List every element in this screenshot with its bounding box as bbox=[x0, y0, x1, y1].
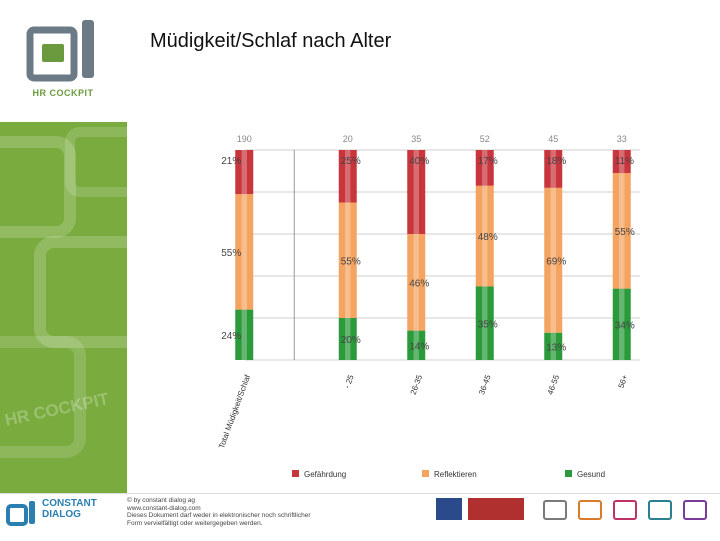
bar-highlight bbox=[619, 173, 625, 289]
category-label: 36-45 bbox=[477, 373, 493, 396]
bar-segment bbox=[407, 330, 426, 360]
decorative-panel bbox=[0, 122, 127, 493]
bar-highlight bbox=[482, 286, 488, 360]
data-label: 25% bbox=[341, 156, 361, 167]
data-label: 13% bbox=[546, 342, 566, 353]
data-label: 69% bbox=[546, 256, 566, 267]
data-label: 17% bbox=[478, 156, 498, 167]
data-label: 55% bbox=[221, 248, 241, 259]
data-label: 48% bbox=[478, 232, 498, 243]
certification-badge bbox=[436, 498, 462, 520]
logo-text: HR COCKPIT bbox=[32, 88, 94, 98]
bar-segment bbox=[544, 332, 563, 360]
bar-segment bbox=[338, 150, 357, 203]
data-label: 34% bbox=[615, 320, 635, 331]
count-label: 190 bbox=[237, 134, 252, 144]
bar-highlight bbox=[619, 150, 625, 174]
data-label: 35% bbox=[478, 319, 498, 330]
product-logo-3-icon bbox=[613, 500, 637, 520]
count-label: 45 bbox=[548, 134, 558, 144]
count-label: 35 bbox=[411, 134, 421, 144]
count-label: 33 bbox=[617, 134, 627, 144]
bar-highlight bbox=[345, 150, 351, 203]
product-logo-5-icon bbox=[683, 500, 707, 520]
data-label: 21% bbox=[221, 156, 241, 167]
category-label: 26-35 bbox=[409, 373, 425, 396]
bar-segment bbox=[338, 202, 357, 318]
category-label: 46-55 bbox=[546, 373, 562, 396]
bar-segment bbox=[235, 194, 254, 310]
legend-label: Gesund bbox=[577, 470, 605, 479]
copyright-text: © by constant dialog ag www.constant-dia… bbox=[127, 497, 311, 527]
bar-highlight bbox=[482, 185, 488, 287]
bar-highlight bbox=[241, 150, 247, 195]
count-label: 20 bbox=[343, 134, 353, 144]
bar-segment bbox=[544, 187, 563, 333]
bar-segment bbox=[612, 173, 631, 289]
bar-segment bbox=[475, 150, 494, 186]
bar-segment bbox=[475, 286, 494, 360]
company-name: CONSTANT DIALOG bbox=[42, 498, 97, 520]
bar-highlight bbox=[550, 332, 556, 360]
bar-segment bbox=[612, 288, 631, 360]
hr-cockpit-logo: HR COCKPIT bbox=[0, 0, 127, 122]
legend-swatch bbox=[565, 470, 572, 477]
bar-segment bbox=[235, 309, 254, 360]
decorative-pattern-icon bbox=[0, 127, 127, 458]
data-label: 20% bbox=[341, 335, 361, 346]
bar-highlight bbox=[413, 150, 419, 234]
hr-cockpit-logo-icon bbox=[26, 20, 94, 82]
bar-highlight bbox=[550, 187, 556, 333]
category-label: Total Müdigkeit/Schlaf bbox=[217, 373, 252, 450]
bar-highlight bbox=[413, 330, 419, 360]
bar-segment bbox=[338, 318, 357, 360]
data-label: 46% bbox=[409, 278, 429, 289]
stacked-bar-chart: 190 24% 55% 21% Total Müdigkeit/Schlaf 20 20% 5… bbox=[217, 134, 640, 479]
swiss-badge bbox=[468, 498, 524, 520]
bar-segment bbox=[235, 150, 254, 195]
bar-highlight bbox=[345, 318, 351, 360]
data-label: 14% bbox=[409, 341, 429, 352]
bar-segment bbox=[544, 150, 563, 188]
data-label: 18% bbox=[546, 156, 566, 167]
bar-highlight bbox=[241, 309, 247, 360]
product-logo-2-icon bbox=[578, 500, 602, 520]
bar-segment bbox=[407, 234, 426, 331]
footer: CONSTANT DIALOG © by constant dialog ag … bbox=[0, 493, 720, 541]
legend-swatch bbox=[422, 470, 429, 477]
bar-highlight bbox=[413, 234, 419, 331]
category-label: 56+ bbox=[617, 373, 630, 389]
bar-highlight bbox=[345, 202, 351, 318]
sidebar: HR COCKPIT HR COCKPIT bbox=[0, 0, 127, 493]
product-logo-1-icon bbox=[543, 500, 567, 520]
bar-highlight bbox=[482, 150, 488, 186]
bar-segment bbox=[612, 150, 631, 174]
count-label: 52 bbox=[480, 134, 490, 144]
category-label: - 25 bbox=[342, 373, 355, 390]
legend-label: Reflektieren bbox=[434, 470, 477, 479]
data-label: 11% bbox=[615, 156, 634, 167]
page-title: Müdigkeit/Schlaf nach Alter bbox=[150, 30, 392, 52]
legend-label: Gefährdung bbox=[304, 470, 346, 479]
product-logo-4-icon bbox=[648, 500, 672, 520]
legend-swatch bbox=[292, 470, 299, 477]
bar-highlight bbox=[241, 194, 247, 310]
bar-highlight bbox=[550, 150, 556, 188]
data-label: 55% bbox=[341, 256, 361, 267]
bar-highlight bbox=[619, 288, 625, 360]
constant-dialog-logo-icon bbox=[6, 501, 35, 526]
bar-segment bbox=[407, 150, 426, 234]
data-label: 55% bbox=[615, 227, 635, 238]
bar-segment bbox=[475, 185, 494, 287]
data-label: 24% bbox=[221, 331, 241, 342]
data-label: 40% bbox=[409, 156, 429, 167]
